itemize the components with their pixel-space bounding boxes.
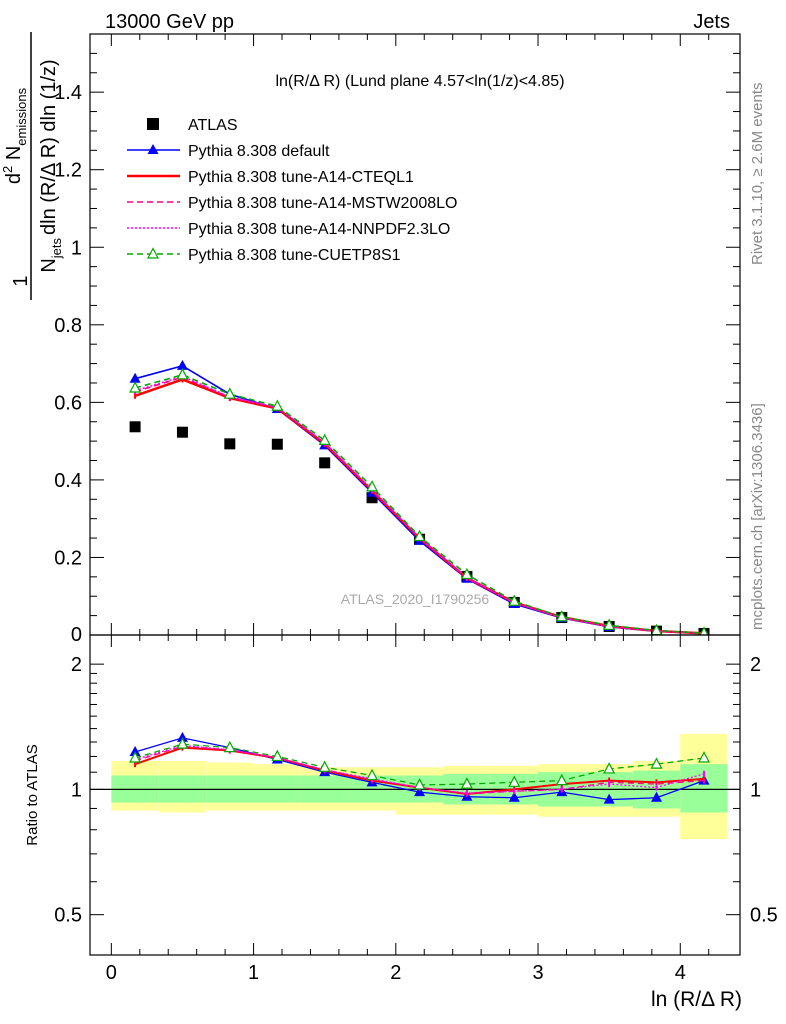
point-atlas: [129, 421, 141, 433]
ratio-point-pythia-8-308-tune-cuetp8s1: [366, 768, 379, 781]
point-pythia-8-308-tune-cuetp8s1: [699, 626, 709, 635]
ratio-point-pythia-8-308-tune-cuetp8s1: [413, 778, 426, 790]
main-title: ln(R/Δ R) (Lund plane 4.57<ln(1/z)<4.85): [275, 73, 564, 90]
main-y-tick-label: 0.6: [54, 392, 82, 414]
point-pythia-8-308-tune-cuetp8s1: [508, 594, 521, 606]
main-y-tick-label-zero: 0: [71, 624, 82, 646]
ratio-panel: 0.5 1 2 0.5 1 2 0 1 2 3 4 Ratio to ATLAS ln (R/Δ R…: [24, 634, 778, 1011]
ratio-point-pythia-8-308-tune-cuetp8s1: [271, 749, 284, 762]
ratio-frame: [89, 634, 741, 956]
ratio-point-pythia-8-308-tune-cuetp8s1: [508, 775, 521, 787]
point-pythia-8-308-default: [129, 372, 141, 383]
ratio-point-pythia-8-308-tune-cuetp8s1: [318, 760, 331, 772]
ratio-y-tick-label: 1: [71, 779, 82, 801]
legend-entry-pythia-8-308-tune-a14-mstw2008lo: Pythia 8.308 tune-A14-MSTW2008LO: [127, 195, 457, 212]
point-pythia-8-308-tune-cuetp8s1: [555, 609, 568, 622]
ratio-point-pythia-8-308-default: [129, 745, 141, 756]
ylabel-one: 1: [10, 275, 32, 286]
ratio-point-pythia-8-308-default: [176, 731, 188, 742]
legend-label-atlas: ATLAS: [188, 117, 238, 134]
ratio-xlabel: ln (R/Δ R): [651, 988, 742, 1011]
ylabel-numerator: d2 Nemissions: [0, 87, 29, 184]
point-pythia-8-308-tune-cuetp8s1: [223, 387, 236, 399]
ratio-point-pythia-8-308-tune-cuetp8s1: [176, 737, 189, 749]
ratio-series-pythia-8-308-tune-cuetp8s1: [129, 737, 711, 790]
main-y-tick-label: 0.2: [54, 547, 82, 569]
point-pythia-8-308-tune-cuetp8s1: [413, 529, 426, 542]
ratio-point-pythia-8-308-tune-cuetp8s1: [555, 773, 568, 786]
point-pythia-8-308-default: [176, 359, 188, 370]
legend-marker-pythia-8-308-default: [147, 144, 159, 154]
point-pythia-8-308-tune-cuetp8s1: [318, 433, 331, 445]
ratio-point-pythia-8-308-default: [651, 791, 663, 802]
ratio-point-pythia-8-308-tune-cuetp8s1: [603, 762, 616, 774]
legend-marker-pythia-8-308-tune-cuetp8s1: [147, 247, 159, 259]
legend-label-pythia-8-308-tune-a14-nnpdf2-3lo: Pythia 8.308 tune-A14-NNPDF2.3LO: [188, 221, 450, 238]
legend-label-pythia-8-308-tune-cuetp8s1: Pythia 8.308 tune-CUETP8S1: [188, 247, 401, 264]
mcplots-label: mcplots.cern.ch [arXiv:1306.3436]: [749, 403, 766, 630]
x-tick-label: 0: [106, 962, 117, 984]
ratio-point-pythia-8-308-default: [414, 786, 426, 797]
legend-entry-pythia-8-308-default: Pythia 8.308 default: [127, 143, 330, 160]
ratio-point-pythia-8-308-tune-cuetp8s1: [129, 751, 142, 763]
ratio-point-pythia-8-308-default: [508, 791, 520, 802]
point-pythia-8-308-tune-cuetp8s1: [366, 480, 379, 492]
legend-entry-pythia-8-308-tune-a14-nnpdf2-3lo: Pythia 8.308 tune-A14-NNPDF2.3LO: [127, 221, 450, 238]
legend-entry-pythia-8-308-tune-a14-cteql1: Pythia 8.308 tune-A14-CTEQL1: [127, 169, 414, 186]
ratio-ylabel: Ratio to ATLAS: [24, 744, 41, 845]
ratio-point-pythia-8-308-tune-cuetp8s1: [698, 751, 711, 763]
ratio-point-pythia-8-308-tune-cuetp8s1: [460, 777, 473, 789]
point-atlas: [176, 426, 188, 438]
ratio-y-tick-label-right: 1: [750, 779, 761, 801]
point-pythia-8-308-tune-cuetp8s1: [460, 567, 473, 580]
legend-label-pythia-8-308-tune-a14-cteql1: Pythia 8.308 tune-A14-CTEQL1: [188, 169, 414, 186]
point-atlas: [224, 438, 236, 450]
main-panel: ATLAS_2020_I1790256 0.2 0.4 0.6 0.8 1 1.2 1.4 0…: [0, 32, 741, 646]
main-y-tick-label: 0.8: [54, 315, 82, 337]
legend-swatch-atlas: [147, 118, 159, 130]
ratio-point-pythia-8-308-default: [603, 793, 615, 804]
main-y-tick-label: 0.4: [54, 470, 82, 492]
x-tick-label: 4: [675, 962, 686, 984]
ratio-y-tick-label-right: 2: [750, 654, 761, 676]
point-pythia-8-308-tune-cuetp8s1: [271, 399, 284, 411]
main-y-tick-label: 1.4: [54, 82, 82, 104]
header-right: Jets: [693, 11, 730, 33]
point-atlas: [366, 492, 378, 504]
ratio-y-tick-label: 0.5: [54, 905, 82, 927]
main-y-tick-label: 1: [71, 237, 82, 259]
ylabel-denominator: Njetsdln (R/Δ R) dln (1/z): [38, 59, 64, 272]
ratio-y-tick-label-right: 0.5: [750, 905, 778, 927]
main-ylabel: 1 d2 Nemissions Njetsdln (R/Δ R) dln (1/…: [0, 32, 64, 300]
legend-entry-atlas: ATLAS: [147, 117, 238, 134]
series-pythia-8-308-tune-cuetp8s1: [129, 368, 709, 635]
point-pythia-8-308-tune-cuetp8s1: [129, 381, 142, 393]
legend-label-pythia-8-308-default: Pythia 8.308 default: [188, 143, 330, 160]
point-pythia-8-308-tune-cuetp8s1: [176, 368, 189, 380]
ratio-point-pythia-8-308-tune-cuetp8s1: [650, 757, 663, 769]
watermark: ATLAS_2020_I1790256: [341, 591, 490, 607]
ratio-y-tick-label: 2: [71, 654, 82, 676]
legend-label-pythia-8-308-tune-a14-mstw2008lo: Pythia 8.308 tune-A14-MSTW2008LO: [188, 195, 457, 212]
ratio-point-pythia-8-308-tune-cuetp8s1: [223, 740, 236, 753]
point-atlas: [271, 438, 283, 450]
x-tick-label: 2: [390, 962, 401, 984]
x-tick-label: 3: [532, 962, 543, 984]
main-y-tick-label: 1.2: [54, 160, 82, 182]
rivet-label: Rivet 3.1.10, ≥ 2.6M events: [749, 83, 766, 266]
header-left: 13000 GeV pp: [105, 11, 234, 33]
x-tick-label: 1: [248, 962, 259, 984]
legend-entry-pythia-8-308-tune-cuetp8s1: Pythia 8.308 tune-CUETP8S1: [127, 247, 401, 264]
point-atlas: [319, 457, 331, 469]
legend: ATLAS Pythia 8.308 default Pythia 8.308 tu…: [127, 117, 457, 264]
point-pythia-8-308-tune-cuetp8s1: [603, 618, 616, 630]
